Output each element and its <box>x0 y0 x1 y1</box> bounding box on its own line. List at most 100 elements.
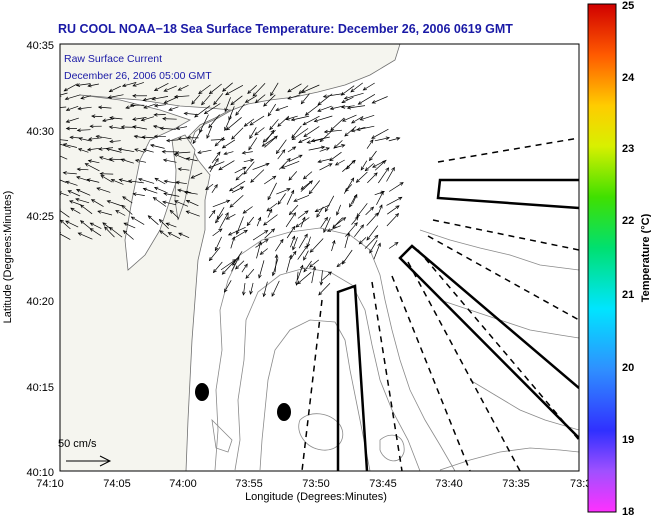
current-vector <box>97 210 113 216</box>
current-vector <box>122 82 137 87</box>
current-vector <box>209 83 222 94</box>
current-vector-head <box>359 117 364 121</box>
current-vector <box>367 172 378 184</box>
current-vector-head <box>350 88 355 93</box>
current-vector <box>300 181 311 190</box>
colorbar-tick-18: 18 <box>622 506 634 518</box>
current-vector-head <box>120 125 125 129</box>
current-vector-head <box>69 135 74 140</box>
current-vector-head <box>154 177 159 182</box>
current-vector-head <box>203 110 209 115</box>
current-vector <box>133 193 145 196</box>
current-vector-head <box>208 90 213 95</box>
current-vector-head <box>60 154 61 155</box>
current-vector <box>125 104 136 109</box>
current-vector-head <box>132 83 137 87</box>
bathymetry-contours <box>211 227 579 471</box>
current-vector <box>230 95 243 105</box>
current-vector <box>255 94 266 103</box>
current-vector <box>303 126 320 137</box>
y-tick-40-10: 40:10 <box>26 467 54 479</box>
current-vector-head <box>288 211 293 216</box>
current-vector <box>162 201 177 206</box>
x-tick-73-45: 73:45 <box>369 478 397 490</box>
current-vector <box>154 82 169 91</box>
current-vector <box>286 115 298 120</box>
current-vector-head <box>225 126 231 131</box>
current-vector <box>377 204 383 216</box>
current-vector <box>363 82 375 91</box>
temperature-colorbar: 25 24 23 22 21 20 19 18 Temperature (°C) <box>587 0 651 518</box>
current-vector-head <box>64 96 69 101</box>
current-vector-head <box>99 171 104 176</box>
current-vector <box>267 182 277 200</box>
current-vector-head <box>218 228 223 233</box>
current-vector-head <box>301 89 306 94</box>
current-vector-head <box>275 107 280 112</box>
current-vector <box>100 175 113 183</box>
current-vector <box>264 228 275 239</box>
current-vector <box>319 147 330 152</box>
current-vector-head <box>324 216 328 221</box>
current-vector-head <box>183 111 188 116</box>
current-vector-head <box>163 192 168 196</box>
current-vector-head <box>258 241 262 246</box>
current-vector-head <box>328 163 333 167</box>
current-vector-head <box>267 196 272 201</box>
current-vector <box>77 129 91 131</box>
current-vector <box>269 119 279 130</box>
current-vector <box>287 94 301 100</box>
current-vector <box>342 114 357 122</box>
current-vector-head <box>295 223 300 228</box>
current-vector-head <box>120 158 125 162</box>
current-vector-head <box>97 210 102 214</box>
current-vector <box>311 266 316 284</box>
current-vector <box>154 187 166 193</box>
current-vector <box>121 205 133 215</box>
current-vector-head <box>177 87 182 91</box>
current-vector <box>378 167 389 184</box>
colorbar-tick-22: 22 <box>622 215 634 227</box>
colorbar-tick-23: 23 <box>622 143 634 155</box>
current-vector-head <box>150 143 155 148</box>
current-vector <box>178 84 189 91</box>
current-vector-head <box>249 290 253 295</box>
current-vector <box>175 151 191 154</box>
colorbar-gradient <box>587 3 617 513</box>
current-vector <box>76 83 91 86</box>
current-vector <box>303 260 312 273</box>
current-vector <box>344 232 350 249</box>
y-tick-40-35: 40:35 <box>26 40 54 52</box>
current-vector-head <box>159 126 164 131</box>
current-vector-head <box>88 137 93 141</box>
current-vector <box>324 129 342 133</box>
current-vector <box>163 193 180 197</box>
current-vector-head <box>336 211 340 216</box>
current-vector <box>285 212 296 228</box>
current-vector-head <box>344 132 349 137</box>
current-vector <box>318 158 332 163</box>
current-vector <box>289 204 299 215</box>
current-vector-head <box>106 200 111 204</box>
current-vector-head <box>354 216 359 221</box>
current-vector-head <box>62 143 67 147</box>
current-vector-head <box>117 147 122 152</box>
current-vector-head <box>161 149 166 154</box>
current-vector-head <box>242 209 247 214</box>
current-vector <box>270 82 279 96</box>
buoy-marker-south <box>277 403 291 421</box>
current-vector <box>250 169 265 183</box>
y-tick-40-15: 40:15 <box>26 382 54 394</box>
current-vector <box>60 179 67 183</box>
current-vector-head <box>343 96 349 100</box>
current-vector-head <box>100 175 105 179</box>
current-vector <box>297 271 312 285</box>
current-vector <box>123 222 136 229</box>
current-vector-head <box>87 83 92 88</box>
current-vector-head <box>225 91 230 96</box>
current-vector <box>246 216 255 226</box>
current-vector <box>298 85 309 94</box>
current-vector <box>335 159 345 166</box>
colorbar-tick-24: 24 <box>622 72 635 84</box>
current-vector-head <box>271 272 276 277</box>
